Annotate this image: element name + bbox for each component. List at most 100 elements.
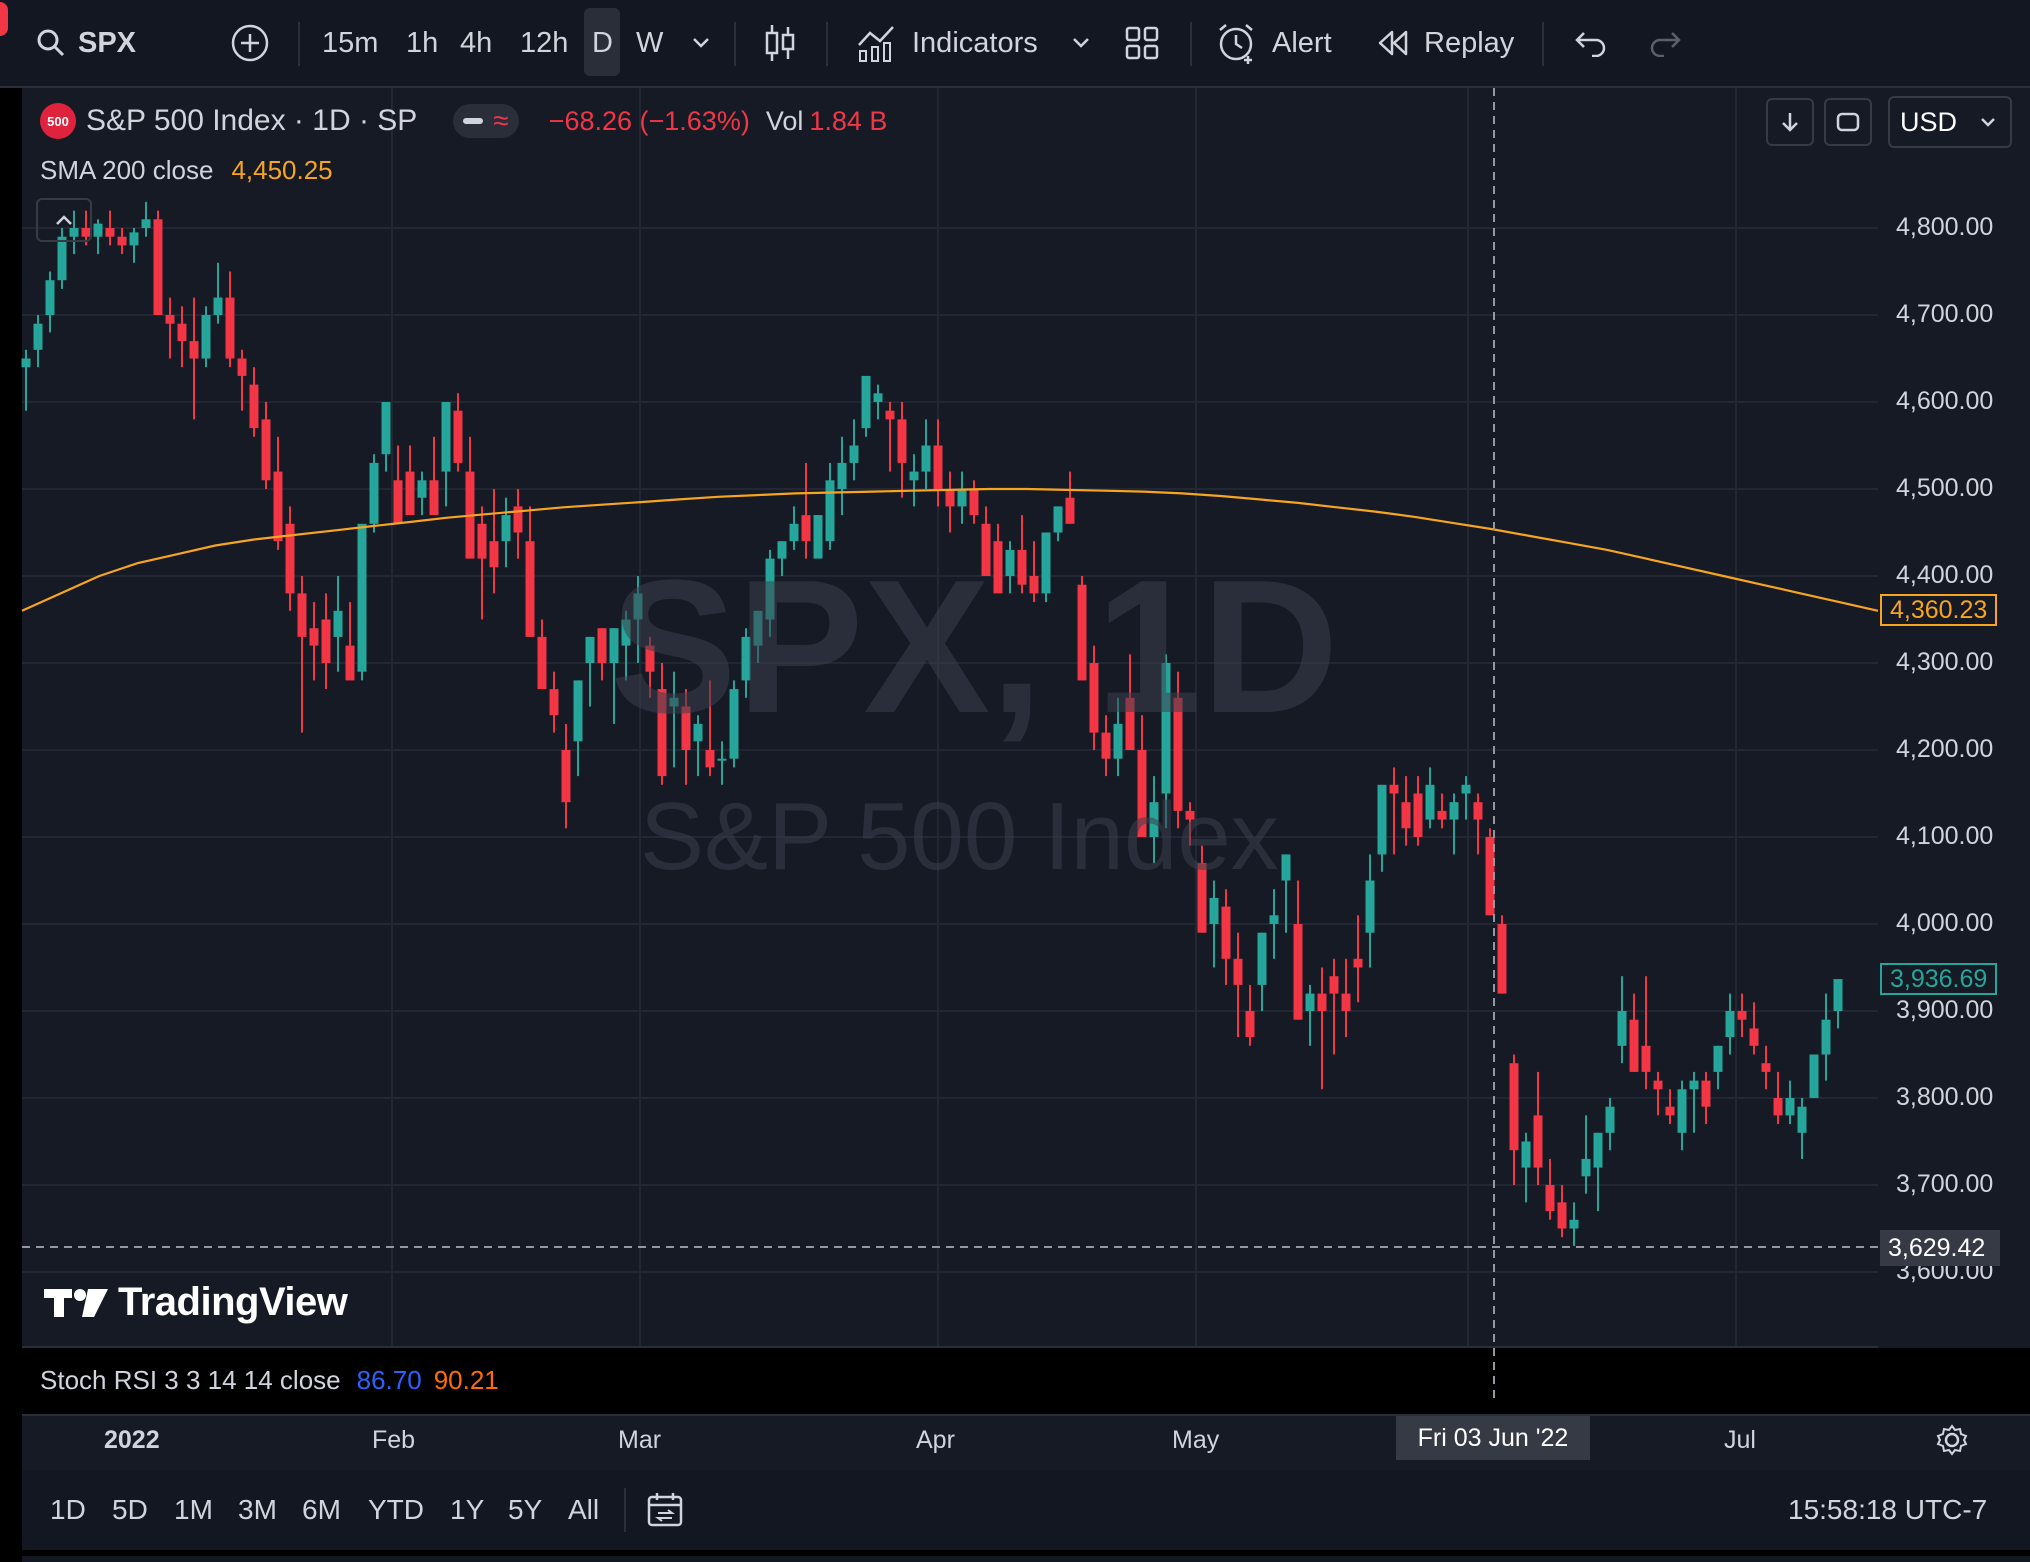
- interval-4h[interactable]: 4h: [460, 26, 493, 59]
- alert-button[interactable]: Alert: [1216, 0, 1332, 86]
- candle-body: [969, 489, 979, 516]
- chart-type-button[interactable]: [762, 0, 798, 86]
- candle-body: [549, 689, 559, 716]
- clock-timezone[interactable]: 15:58:18 UTC-7: [1788, 1494, 1988, 1525]
- time-label-year: 2022: [104, 1426, 160, 1454]
- range-1m[interactable]: 1M: [174, 1494, 213, 1525]
- range-1d[interactable]: 1D: [50, 1494, 86, 1525]
- legend-toggle-pill[interactable]: ≈: [453, 104, 519, 138]
- chevron-up-icon: [56, 215, 72, 225]
- candle-body: [753, 610, 763, 646]
- candle-body: [297, 593, 307, 637]
- candle-body: [585, 636, 595, 663]
- main-legend: 500 S&P 500 Index · 1D · SP ≈ −68.26 (−1…: [40, 100, 887, 142]
- candle-body: [1401, 802, 1411, 829]
- sma-value: 4,450.25: [231, 154, 333, 185]
- price-change: −68.26 (−1.63%): [548, 105, 750, 136]
- candle-body: [849, 445, 859, 463]
- candle-body: [897, 419, 907, 463]
- date-range-button[interactable]: [646, 1470, 686, 1550]
- time-label-jul: Jul: [1724, 1426, 1756, 1454]
- candle-body: [1329, 976, 1339, 994]
- tradingview-icon: [44, 1288, 108, 1317]
- chart-settings-button[interactable]: [1936, 1424, 1968, 1461]
- symbol-title[interactable]: S&P 500 Index · 1D · SP: [86, 104, 418, 137]
- indicators-dropdown[interactable]: [1070, 0, 1092, 86]
- candle-body: [33, 323, 43, 350]
- candle-body: [1065, 497, 1075, 524]
- replay-button[interactable]: Replay: [1376, 0, 1514, 86]
- candle-body: [21, 358, 31, 368]
- stoch-label[interactable]: Stoch RSI 3 3 14 14 close: [40, 1364, 341, 1395]
- candle-body: [1833, 979, 1843, 1011]
- redo-button[interactable]: [1648, 0, 1682, 86]
- candle-body: [741, 636, 751, 681]
- candle-body: [717, 758, 727, 761]
- candle-series: [21, 201, 1843, 1246]
- candle-body: [513, 506, 523, 533]
- candle-body: [1257, 932, 1267, 985]
- candle-body: [1449, 802, 1459, 820]
- candle-body: [837, 462, 847, 489]
- candle-body: [681, 706, 691, 750]
- stoch-d-value: 90.21: [433, 1364, 499, 1395]
- calendar-icon: [647, 1493, 683, 1527]
- undo-button[interactable]: [1574, 0, 1608, 86]
- range-6m[interactable]: 6M: [302, 1494, 341, 1525]
- candle-body: [213, 297, 223, 315]
- sma-label[interactable]: SMA 200 close: [40, 154, 214, 185]
- pane-separator[interactable]: [22, 1346, 1878, 1348]
- candle-body: [561, 750, 571, 803]
- currency-select[interactable]: USD: [1888, 96, 2012, 148]
- symbol-name: SPX: [78, 26, 137, 59]
- interval-1h[interactable]: 1h: [406, 26, 439, 59]
- range-5d[interactable]: 5D: [112, 1494, 148, 1525]
- candle-body: [1701, 1080, 1711, 1107]
- top-toolbar: SPX 15m 1h 4h 12h D W In: [0, 0, 2030, 88]
- candle-body: [201, 315, 211, 359]
- candle-body: [573, 680, 583, 742]
- download-button[interactable]: [1766, 98, 1814, 146]
- candle-body: [381, 402, 391, 455]
- candle-body: [705, 750, 715, 768]
- candle-body: [813, 515, 823, 559]
- candle-body: [957, 489, 967, 507]
- candle-body: [1521, 1141, 1531, 1168]
- candle-body: [105, 228, 115, 237]
- candle-body: [1377, 784, 1387, 855]
- compare-button[interactable]: [230, 0, 270, 86]
- symbol-search[interactable]: SPX: [36, 0, 136, 86]
- candle-body: [765, 558, 775, 620]
- candle-body: [1077, 584, 1087, 681]
- collapse-legend-button[interactable]: [36, 198, 92, 242]
- candle-body: [621, 619, 631, 646]
- candle-body: [1221, 906, 1231, 959]
- range-ytd[interactable]: YTD: [368, 1494, 424, 1525]
- layout-button[interactable]: [1124, 0, 1160, 86]
- candle-body: [597, 628, 607, 663]
- hide-icon: [463, 118, 484, 124]
- candle-body: [825, 480, 835, 542]
- time-label-apr: Apr: [916, 1426, 955, 1454]
- chart-pane[interactable]: [22, 88, 2030, 1348]
- interval-w[interactable]: W: [636, 26, 664, 59]
- candle-body: [1197, 863, 1207, 933]
- range-5y[interactable]: 5Y: [508, 1494, 543, 1525]
- watermark-symbol: SPX, 1D: [610, 541, 1339, 753]
- range-all[interactable]: All: [568, 1494, 600, 1525]
- tradingview-logo[interactable]: TradingView: [44, 1280, 348, 1325]
- indicators-button[interactable]: Indicators: [856, 0, 1038, 86]
- fullscreen-button[interactable]: [1824, 98, 1872, 146]
- interval-d[interactable]: D: [592, 26, 613, 59]
- interval-12h[interactable]: 12h: [520, 26, 569, 59]
- interval-15m[interactable]: 15m: [322, 26, 379, 59]
- price-axis-label: 3,700.00: [1896, 1170, 1994, 1198]
- range-3m[interactable]: 3M: [238, 1494, 277, 1525]
- candle-body: [345, 645, 355, 681]
- time-label-feb: Feb: [372, 1426, 416, 1454]
- interval-dropdown[interactable]: [690, 0, 712, 86]
- candle-body: [489, 541, 499, 568]
- range-1y[interactable]: 1Y: [450, 1494, 485, 1525]
- time-axis[interactable]: [22, 1414, 2030, 1472]
- candle-body: [1785, 1098, 1795, 1116]
